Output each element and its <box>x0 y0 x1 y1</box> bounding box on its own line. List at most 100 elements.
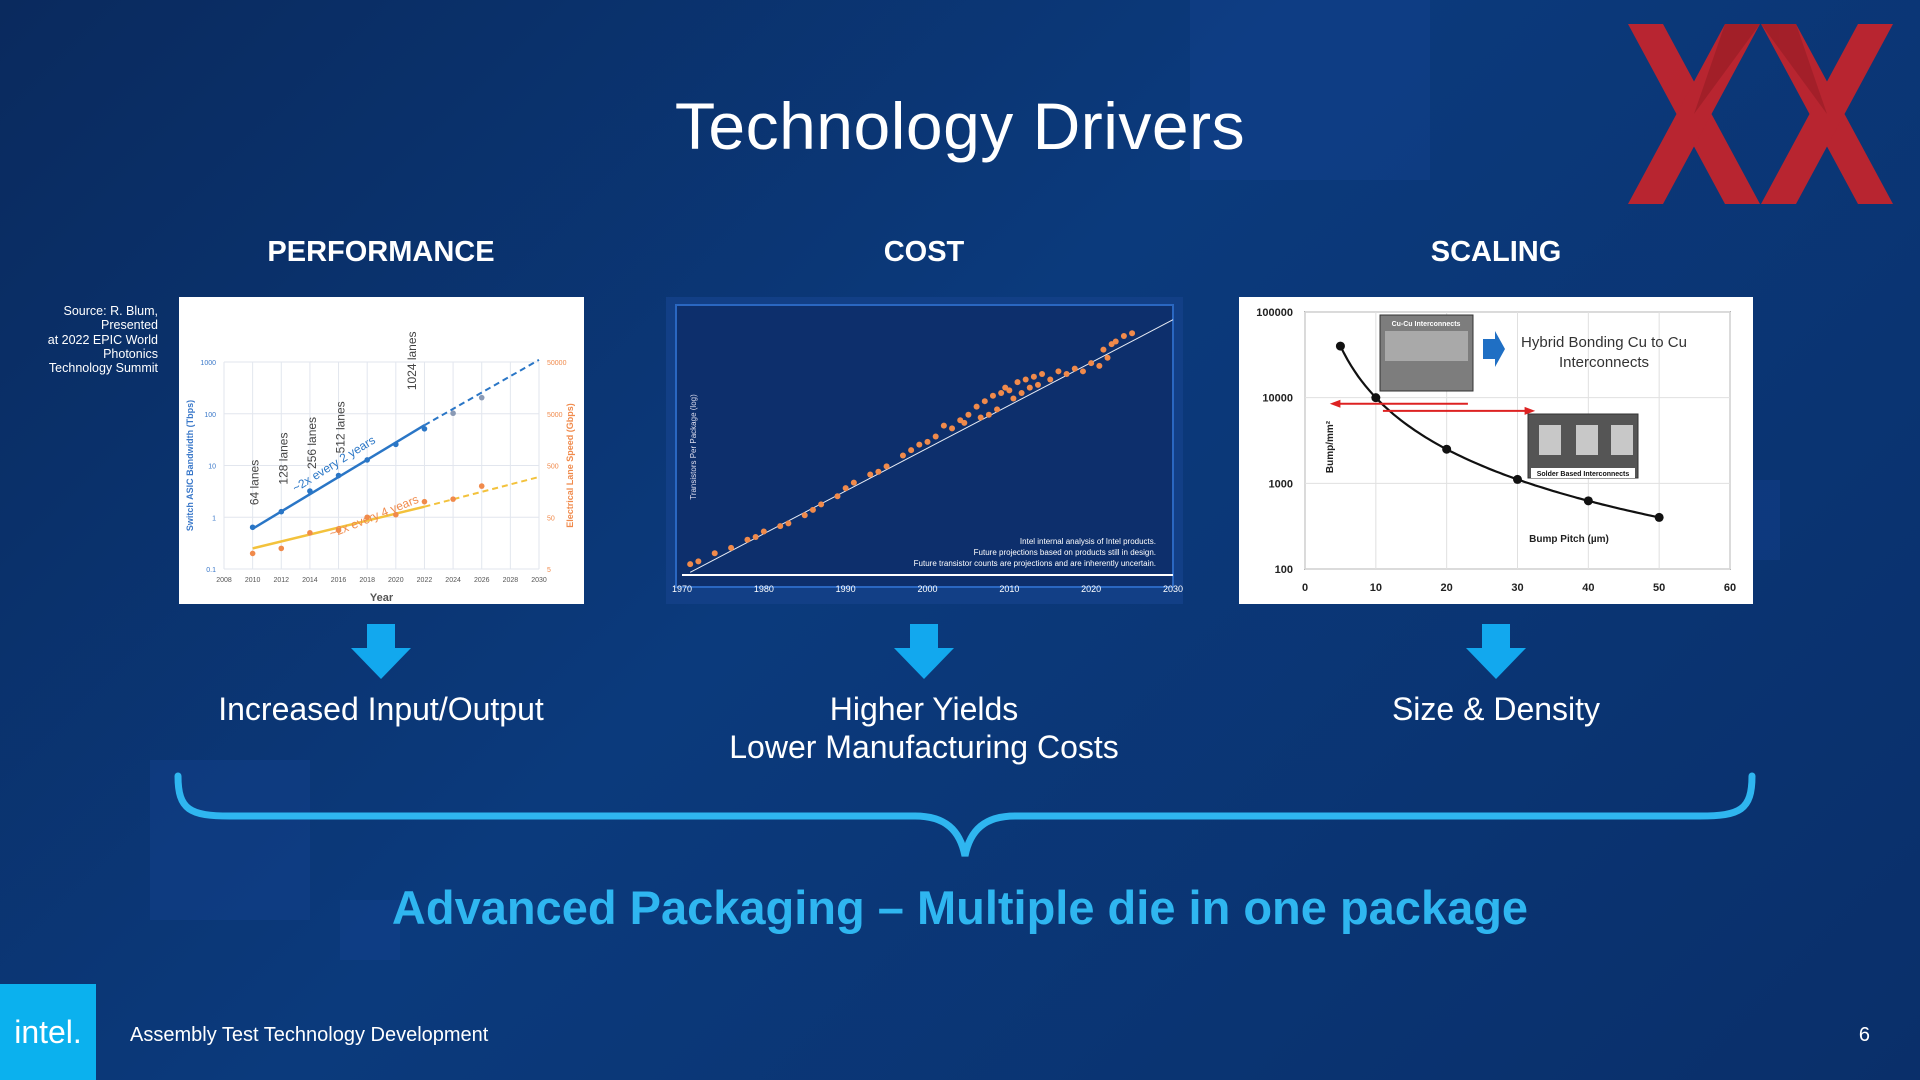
x-tick-label: 0 <box>1302 582 1308 594</box>
bandwidth-point <box>364 457 370 463</box>
transistor-point <box>695 558 702 565</box>
xx-logo <box>1628 24 1893 204</box>
lane-speed-point <box>278 545 285 552</box>
inset-label: Solder Based Interconnects <box>1537 471 1630 478</box>
y-tick-label: 10000 <box>1262 393 1293 405</box>
cost-chart: 1970 1980 1990 2000 2010 2020 2030 Transistors … <box>672 304 1183 594</box>
x-tick-label: 2014 <box>302 577 318 584</box>
transistor-point <box>777 523 784 530</box>
y-axis-label: Bump/mm² <box>1325 420 1336 473</box>
blue-arrow-icon <box>1483 331 1505 367</box>
source-line: Presented <box>101 318 158 333</box>
transistor-point <box>1112 338 1119 345</box>
caption-scaling: Size & Density <box>1196 690 1796 728</box>
y2-tick-label: 5 <box>547 567 551 574</box>
transistor-point <box>834 493 841 500</box>
y-tick-label: 100 <box>204 412 216 419</box>
y2-axis-label: Electrical Lane Speed (Gbps) <box>565 403 575 528</box>
trend-annotation: ~2x every 4 years <box>327 492 420 541</box>
scaling-chart-panel: 0 10 20 30 40 50 60 100 1000 10000 100000 Bump/mm² B… <box>1239 297 1753 604</box>
transistor-point <box>728 544 735 551</box>
red-arrow-head <box>1329 399 1341 408</box>
transistor-point <box>1096 362 1103 369</box>
x-tick-label: 2022 <box>417 577 433 584</box>
x-tick-label: 1980 <box>754 584 774 594</box>
density-point <box>1583 496 1593 506</box>
transistor-point <box>867 471 874 478</box>
chart-note: Future transistor counts are projections… <box>914 559 1156 568</box>
footer-text: Assembly Test Technology Development <box>130 1024 489 1046</box>
y-axis-label: Transistors Per Package (log) <box>689 394 698 500</box>
intel-logo: intel. <box>0 984 96 1080</box>
cost-chart-panel: 1970 1980 1990 2000 2010 2020 2030 Transistors … <box>666 297 1183 604</box>
transistor-point <box>985 411 992 418</box>
y-tick-label: 0.1 <box>206 567 216 574</box>
x-tick-label: 2030 <box>531 577 547 584</box>
heading-cost: COST <box>883 236 965 268</box>
lane-speed-point <box>364 514 370 521</box>
x-tick-label: 2024 <box>445 577 461 584</box>
transistor-point <box>744 536 751 543</box>
density-curve <box>1339 345 1660 519</box>
x-tick-label: 2016 <box>331 577 347 584</box>
transistor-point <box>989 392 996 399</box>
transistor-point <box>965 411 972 418</box>
density-point <box>1335 341 1345 351</box>
transistor-point <box>1104 354 1111 361</box>
bg-square <box>340 900 400 960</box>
page-title: Technology Drivers <box>674 89 1246 163</box>
down-arrow-icon <box>894 624 954 679</box>
density-point <box>1513 474 1522 484</box>
transistor-point <box>1120 333 1127 340</box>
lane-speed-point <box>307 530 313 536</box>
performance-chart-panel: 0.1 5 1 50 10 500 100 5000 1000 50000 2008 2010 2012… <box>179 297 584 604</box>
transistor-point <box>1063 371 1070 378</box>
x-tick-label: 1990 <box>836 584 856 594</box>
lane-speed-point <box>450 496 456 502</box>
density-point <box>1442 444 1452 454</box>
bandwidth-point <box>249 524 256 531</box>
x-tick-label: 2020 <box>388 577 404 584</box>
x-tick-label: 2000 <box>917 584 937 594</box>
inset-detail <box>1385 331 1468 361</box>
transistor-point <box>1088 360 1095 367</box>
lane-speed-point <box>478 483 485 489</box>
transistor-point <box>1014 379 1021 386</box>
x-tick-label: 50 <box>1653 582 1665 594</box>
transistor-point <box>1026 384 1033 391</box>
lane-speed-point <box>335 527 342 534</box>
heading-scaling: SCALING <box>1430 236 1562 268</box>
transistor-point <box>940 422 947 429</box>
x-axis-label: Year <box>370 592 394 604</box>
lane-annotation: 64 lanes <box>248 460 262 505</box>
transistor-point <box>1100 346 1107 353</box>
hybrid-bonding-label: Interconnects <box>1559 354 1649 371</box>
bandwidth-point <box>450 410 456 417</box>
bandwidth-point <box>393 441 399 448</box>
chart-note: Future projections based on products sti… <box>974 548 1156 557</box>
source-line: Technology Summit <box>48 361 158 376</box>
transistor-point <box>850 479 857 486</box>
y-axis-label: Switch ASIC Bandwidth (Tbps) <box>185 400 195 531</box>
density-point <box>1654 512 1664 522</box>
transistor-point <box>949 425 956 432</box>
lane-speed-point <box>393 511 399 518</box>
transistor-point <box>932 433 939 440</box>
inset-label: Cu-Cu Interconnects <box>1392 321 1461 328</box>
x-tick-label: 20 <box>1441 582 1453 594</box>
inset-detail <box>1611 425 1633 455</box>
y-tick-label: 100000 <box>1256 307 1293 319</box>
transistor-point <box>785 520 792 527</box>
transistor-point <box>1079 368 1086 375</box>
x-tick-label: 10 <box>1370 582 1382 594</box>
transistor-point <box>924 438 931 445</box>
transistor-point <box>1129 330 1136 337</box>
x-tick-label: 2018 <box>359 577 375 584</box>
x-tick-label: 2020 <box>1081 584 1101 594</box>
lane-annotation: 128 lanes <box>276 433 290 485</box>
x-tick-label: 2010 <box>245 577 261 584</box>
red-arrow-head <box>1524 406 1536 415</box>
transistor-point <box>1006 387 1013 394</box>
y-tick-label: 1000 <box>200 360 216 367</box>
transistor-point <box>1071 365 1078 372</box>
